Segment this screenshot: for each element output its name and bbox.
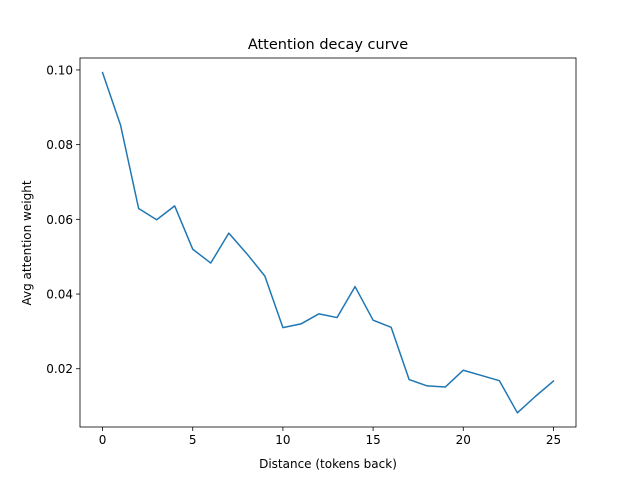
plot-area (103, 73, 554, 413)
series-line-0 (103, 73, 554, 413)
x-tick-label: 0 (99, 433, 107, 447)
x-tick-label: 10 (275, 433, 290, 447)
y-tick-label: 0.10 (46, 63, 73, 77)
y-tick-label: 0.06 (46, 213, 73, 227)
x-tick-label: 25 (546, 433, 561, 447)
y-tick-label: 0.08 (46, 138, 73, 152)
axes: 0 5 10 15 20 25 0.02 0.04 0.06 0.08 0.10 (46, 58, 576, 447)
x-tick-label: 20 (456, 433, 471, 447)
y-axis-label: Avg attention weight (20, 180, 34, 305)
x-tick-label: 5 (189, 433, 197, 447)
x-axis-label: Distance (tokens back) (259, 457, 397, 471)
x-tick-label: 15 (365, 433, 380, 447)
y-tick-label: 0.02 (46, 362, 73, 376)
y-tick-label: 0.04 (46, 288, 73, 302)
chart-title: Attention decay curve (248, 37, 408, 53)
plot-frame (80, 58, 576, 427)
